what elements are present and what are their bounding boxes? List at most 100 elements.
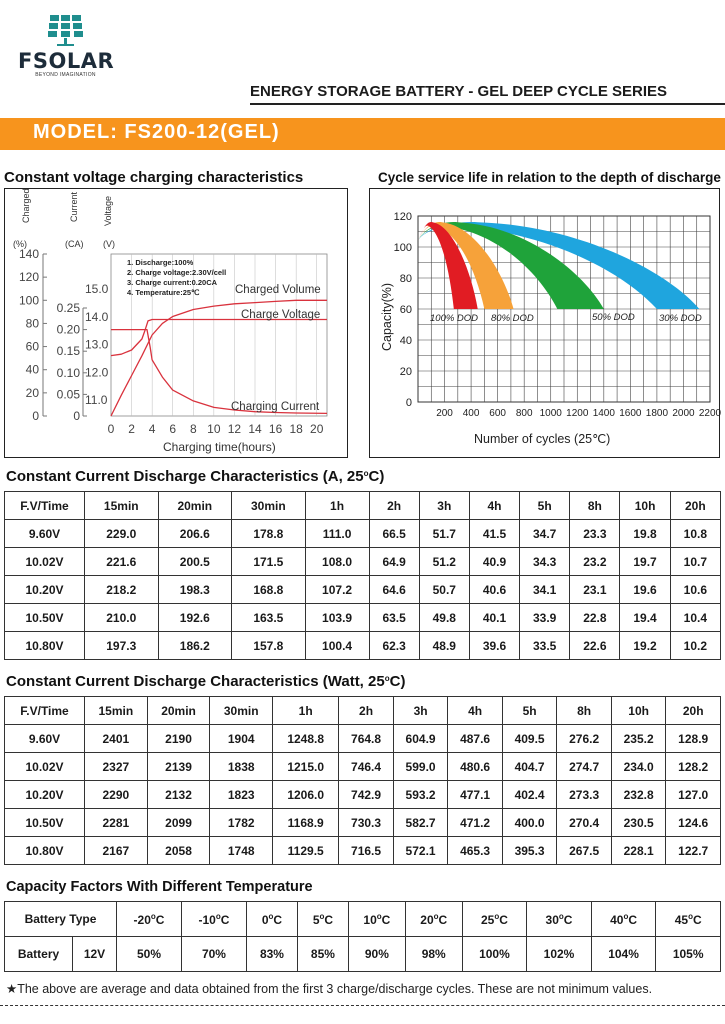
table-cell: 210.0 bbox=[84, 603, 159, 632]
table-cell: 62.3 bbox=[368, 631, 420, 660]
voltage-tick-label: 13.0 bbox=[85, 338, 109, 352]
table-cell: 234.0 bbox=[610, 752, 667, 781]
table-cell: 197.3 bbox=[84, 631, 159, 660]
table-row: 9.60V 2401 2190 1904 1248.8 764.8 604.9 487.6 40… bbox=[4, 724, 721, 753]
table-cell: 477.1 bbox=[447, 780, 503, 809]
table-cell: 487.6 bbox=[447, 724, 503, 753]
x-tick-label: 600 bbox=[489, 408, 506, 419]
row-voltage-label: 9.60V bbox=[4, 724, 85, 753]
x-tick-label: 1200 bbox=[566, 408, 589, 419]
temp-unit: C bbox=[499, 912, 508, 927]
dod-30-band bbox=[418, 222, 700, 309]
row-voltage-label: 10.50V bbox=[4, 808, 85, 837]
row-voltage-label: 10.20V bbox=[4, 575, 85, 604]
x-tick-label: 8 bbox=[190, 422, 197, 436]
current-tick-label: 0.15 bbox=[57, 344, 81, 358]
temp-value: -20 bbox=[133, 912, 151, 927]
table-cell: 100.4 bbox=[304, 631, 370, 660]
volume-tick-label: 120 bbox=[19, 270, 39, 284]
x-tick-label: 2200 bbox=[699, 408, 721, 419]
y-tick-label: 100 bbox=[394, 242, 412, 254]
axis-unit-voltage: (V) bbox=[103, 239, 115, 249]
column-header: 3h bbox=[418, 491, 470, 520]
table-cell: 404.7 bbox=[501, 752, 558, 781]
table-cell: 64.6 bbox=[368, 575, 420, 604]
brand-tagline: BEYOND IMAGINATION bbox=[35, 72, 96, 78]
amp-discharge-table: F.V/Time 15min 20min 30min 1h 2h 3h 4h 5h 8h 10h 20… bbox=[4, 491, 722, 660]
temp-value: 0 bbox=[261, 912, 269, 927]
table-cell: 273.3 bbox=[556, 780, 612, 809]
volume-tick-label: 80 bbox=[26, 316, 40, 330]
cycle-chart-frame: 0 20 40 60 80 100 120 200 400 600 800 1000 1200 1400 1… bbox=[369, 188, 722, 458]
table-row: 10.50V 210.0 192.6 163.5 103.9 63.5 49.8 40.1 33… bbox=[4, 603, 722, 632]
table-cell: 200.5 bbox=[157, 547, 233, 576]
capacity-factor-cell: 90% bbox=[347, 936, 406, 972]
axis-label-current: Current bbox=[69, 191, 79, 222]
battery-row-label: Battery bbox=[4, 936, 73, 972]
table-cell: 124.6 bbox=[665, 808, 721, 837]
x-tick-label: 1800 bbox=[646, 408, 669, 419]
axis-unit-volume: (%) bbox=[13, 239, 27, 249]
chart-note-1: 1. Discharge:100% bbox=[127, 258, 194, 267]
table-cell: 168.8 bbox=[231, 575, 306, 604]
x-tick-label: 14 bbox=[248, 422, 262, 436]
column-header: 3h bbox=[392, 696, 449, 725]
table-cell: 198.3 bbox=[157, 575, 233, 604]
table-cell: 19.2 bbox=[619, 631, 671, 660]
capacity-factor-cell: 104% bbox=[590, 936, 657, 972]
y-tick-label: 120 bbox=[394, 211, 412, 223]
table-cell: 48.9 bbox=[418, 631, 470, 660]
column-header: 5h bbox=[501, 696, 558, 725]
table-cell: 10.7 bbox=[669, 547, 722, 576]
table-row: 10.02V 221.6 200.5 171.5 108.0 64.9 51.2 40.9 34… bbox=[4, 547, 722, 576]
table-cell: 274.7 bbox=[556, 752, 612, 781]
x-tick-label: 1000 bbox=[540, 408, 563, 419]
column-header: 1h bbox=[272, 696, 340, 725]
series-divider bbox=[250, 103, 725, 105]
x-tick-label: 800 bbox=[516, 408, 533, 419]
charging-chart: Charged Volume (%) Current (CA) Voltage … bbox=[13, 156, 328, 454]
temp-value: 25 bbox=[480, 912, 495, 927]
table-cell: 471.2 bbox=[447, 808, 503, 837]
table-cell: 742.9 bbox=[338, 780, 394, 809]
charge-voltage-curve bbox=[110, 318, 327, 357]
capacity-factor-cell: 105% bbox=[655, 936, 721, 972]
table-cell: 22.8 bbox=[569, 603, 621, 632]
temp-header-cell: 45oC bbox=[655, 901, 721, 937]
cycle-y-label: Capacity(%) bbox=[380, 283, 394, 351]
charging-chart-frame: Charged Volume (%) Current (CA) Voltage … bbox=[4, 156, 348, 458]
x-tick-label: 2000 bbox=[672, 408, 695, 419]
voltage-tick-label: 14.0 bbox=[85, 310, 109, 324]
column-header: 4h bbox=[447, 696, 503, 725]
table-cell: 593.2 bbox=[392, 780, 449, 809]
table-cell: 1215.0 bbox=[272, 752, 340, 781]
table-cell: 157.8 bbox=[231, 631, 306, 660]
table-cell: 716.5 bbox=[338, 836, 394, 865]
solar-panel-icon bbox=[47, 15, 83, 46]
plot-frame bbox=[110, 253, 328, 417]
table-cell: 409.5 bbox=[501, 724, 558, 753]
axis-label-volume: Charged Volume bbox=[21, 189, 31, 223]
capacity-factor-cell: 102% bbox=[526, 936, 592, 972]
table-cell: 111.0 bbox=[304, 519, 370, 548]
volume-tick-label: 40 bbox=[26, 363, 40, 377]
chart-note-4: 4. Temperature:25℃ bbox=[127, 288, 200, 297]
x-tick-label: 200 bbox=[436, 408, 453, 419]
table-cell: 2139 bbox=[146, 752, 211, 781]
table-cell: 235.2 bbox=[610, 724, 667, 753]
table-cell: 2190 bbox=[146, 724, 211, 753]
table-cell: 230.5 bbox=[610, 808, 667, 837]
temp-value: 45 bbox=[674, 912, 689, 927]
table-cell: 23.2 bbox=[569, 547, 621, 576]
dod-50-band bbox=[418, 222, 604, 309]
table-cell: 192.6 bbox=[157, 603, 233, 632]
table-cell: 128.2 bbox=[665, 752, 721, 781]
table-cell: 40.9 bbox=[468, 547, 521, 576]
curve-label-current: Charging Current bbox=[231, 401, 320, 413]
watt-table-title: Constant Current Discharge Characteristi… bbox=[6, 673, 406, 690]
temp-header-cell: 5oC bbox=[296, 901, 349, 937]
voltage-tick-label: 15.0 bbox=[85, 282, 109, 296]
table-cell: 19.7 bbox=[619, 547, 671, 576]
table-cell: 395.3 bbox=[501, 836, 558, 865]
table-cell: 2327 bbox=[84, 752, 148, 781]
